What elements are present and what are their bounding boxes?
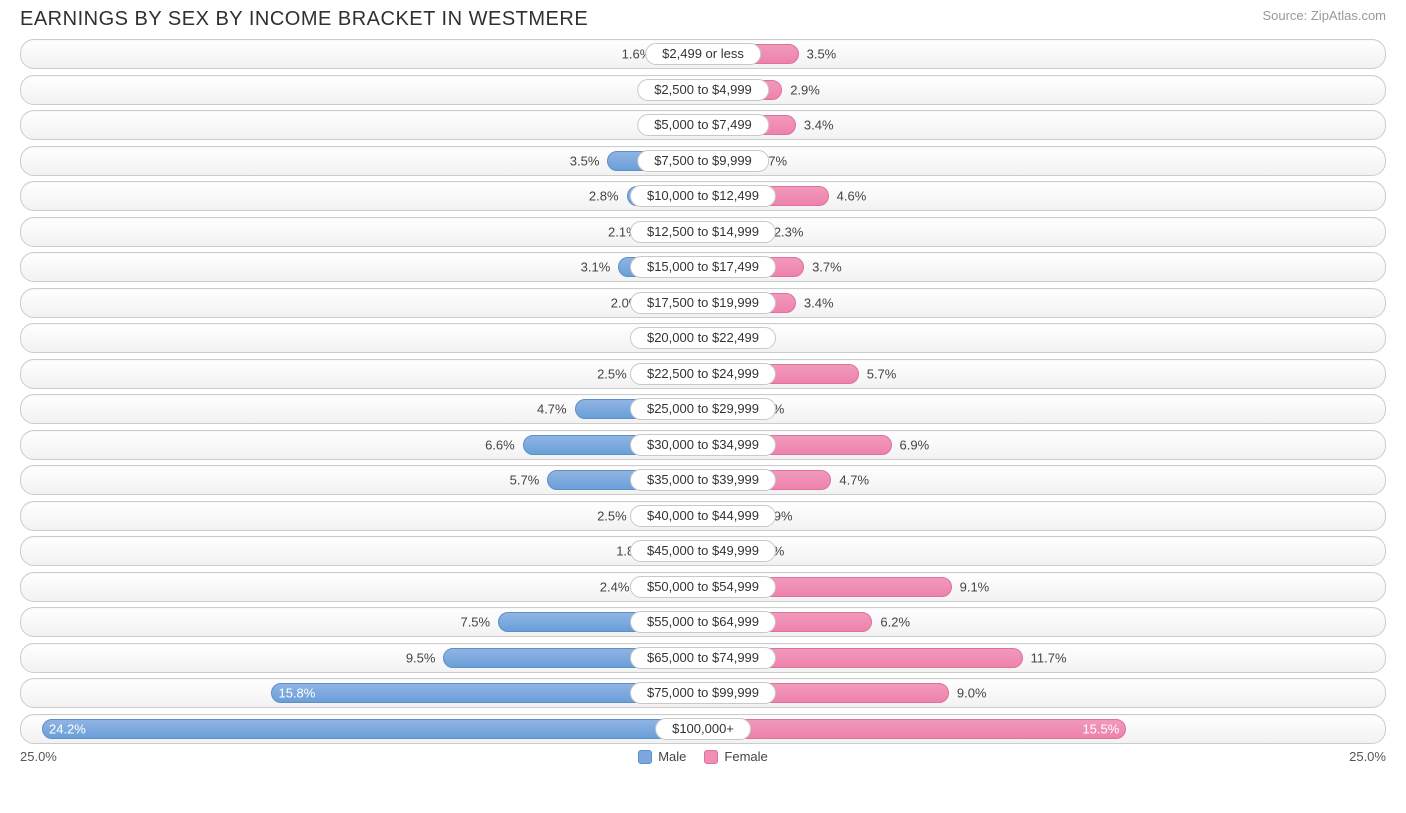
female-pct-label: 11.7% (1031, 650, 1067, 665)
chart-row: 2.5% 5.7% $22,500 to $24,999 (20, 359, 1386, 389)
female-pct-label: 2.3% (774, 224, 804, 239)
category-pill: $12,500 to $14,999 (630, 221, 776, 243)
male-pct-label: 3.5% (570, 153, 600, 168)
category-pill: $25,000 to $29,999 (630, 398, 776, 420)
female-pct-label: 15.5% (1082, 721, 1119, 736)
male-pct-label: 9.5% (406, 650, 436, 665)
female-pct-label: 6.2% (880, 615, 910, 630)
female-pct-label: 3.4% (804, 118, 834, 133)
legend-swatch-female (704, 750, 718, 764)
chart-row: 9.5% 11.7% $65,000 to $74,999 (20, 643, 1386, 673)
legend-item-male: Male (638, 749, 686, 764)
chart-row: 2.4% 9.1% $50,000 to $54,999 (20, 572, 1386, 602)
category-pill: $2,499 or less (645, 43, 761, 65)
category-pill: $45,000 to $49,999 (630, 540, 776, 562)
chart-row: 0.0%2.9%$2,500 to $4,999 (20, 75, 1386, 105)
category-pill: $75,000 to $99,999 (630, 682, 776, 704)
chart-row: 3.5%1.7%$7,500 to $9,999 (20, 146, 1386, 176)
male-pct-label: 2.4% (600, 579, 630, 594)
male-pct-label: 3.1% (581, 260, 611, 275)
legend-swatch-male (638, 750, 652, 764)
legend-item-female: Female (704, 749, 767, 764)
male-pct-label: 2.5% (597, 366, 627, 381)
female-pct-label: 9.0% (957, 686, 987, 701)
female-pct-label: 3.4% (804, 295, 834, 310)
category-pill: $100,000+ (655, 718, 751, 740)
category-pill: $15,000 to $17,499 (630, 256, 776, 278)
category-pill: $17,500 to $19,999 (630, 292, 776, 314)
chart-row: 0.8%3.4%$5,000 to $7,499 (20, 110, 1386, 140)
male-bar (42, 719, 703, 739)
category-pill: $10,000 to $12,499 (630, 185, 776, 207)
male-pct-label: 24.2% (49, 721, 86, 736)
male-pct-label: 2.5% (597, 508, 627, 523)
chart-row: 5.7% 4.7% $35,000 to $39,999 (20, 465, 1386, 495)
female-pct-label: 3.7% (812, 260, 842, 275)
category-pill: $65,000 to $74,999 (630, 647, 776, 669)
chart-footer: 25.0% Male Female 25.0% (0, 749, 1406, 764)
legend-label-female: Female (724, 749, 767, 764)
category-pill: $30,000 to $34,999 (630, 434, 776, 456)
chart-row: 24.2% 15.5% $100,000+ (20, 714, 1386, 744)
female-pct-label: 6.9% (900, 437, 930, 452)
female-pct-label: 2.9% (790, 82, 820, 97)
chart-title: EARNINGS BY SEX BY INCOME BRACKET IN WES… (20, 8, 588, 31)
chart-area: 1.6%3.5%$2,499 or less0.0%2.9%$2,500 to … (0, 35, 1406, 744)
chart-row: 2.0%3.4%$17,500 to $19,999 (20, 288, 1386, 318)
category-pill: $55,000 to $64,999 (630, 611, 776, 633)
category-pill: $5,000 to $7,499 (637, 114, 769, 136)
female-pct-label: 9.1% (960, 579, 990, 594)
female-bar (703, 719, 1126, 739)
category-pill: $2,500 to $4,999 (637, 79, 769, 101)
category-pill: $7,500 to $9,999 (637, 150, 769, 172)
chart-row: 2.1%2.3%$12,500 to $14,999 (20, 217, 1386, 247)
chart-row: 1.8%1.6%$45,000 to $49,999 (20, 536, 1386, 566)
category-pill: $35,000 to $39,999 (630, 469, 776, 491)
chart-row: 7.5% 6.2% $55,000 to $64,999 (20, 607, 1386, 637)
category-pill: $40,000 to $44,999 (630, 505, 776, 527)
legend-label-male: Male (658, 749, 686, 764)
chart-source: Source: ZipAtlas.com (1262, 8, 1386, 23)
chart-row: 3.1% 3.7% $15,000 to $17,499 (20, 252, 1386, 282)
category-pill: $20,000 to $22,499 (630, 327, 776, 349)
chart-row: 6.6% 6.9% $30,000 to $34,999 (20, 430, 1386, 460)
male-pct-label: 2.8% (589, 189, 619, 204)
male-pct-label: 6.6% (485, 437, 515, 452)
female-pct-label: 3.5% (807, 47, 837, 62)
female-pct-label: 4.6% (837, 189, 867, 204)
male-pct-label: 15.8% (278, 686, 315, 701)
chart-row: 1.6%3.5%$2,499 or less (20, 39, 1386, 69)
axis-max-left: 25.0% (20, 749, 57, 764)
chart-row: 15.8% 9.0% $75,000 to $99,999 (20, 678, 1386, 708)
male-pct-label: 5.7% (510, 473, 540, 488)
chart-row: 4.7%1.6%$25,000 to $29,999 (20, 394, 1386, 424)
chart-row: 1.2%0.73%$20,000 to $22,499 (20, 323, 1386, 353)
axis-max-right: 25.0% (1349, 749, 1386, 764)
category-pill: $50,000 to $54,999 (630, 576, 776, 598)
male-pct-label: 4.7% (537, 402, 567, 417)
chart-row: 2.8% 4.6% $10,000 to $12,499 (20, 181, 1386, 211)
female-pct-label: 5.7% (867, 366, 897, 381)
male-pct-label: 7.5% (460, 615, 490, 630)
legend: Male Female (638, 749, 768, 764)
chart-row: 2.5%1.9%$40,000 to $44,999 (20, 501, 1386, 531)
female-pct-label: 4.7% (839, 473, 869, 488)
chart-header: EARNINGS BY SEX BY INCOME BRACKET IN WES… (0, 0, 1406, 35)
category-pill: $22,500 to $24,999 (630, 363, 776, 385)
